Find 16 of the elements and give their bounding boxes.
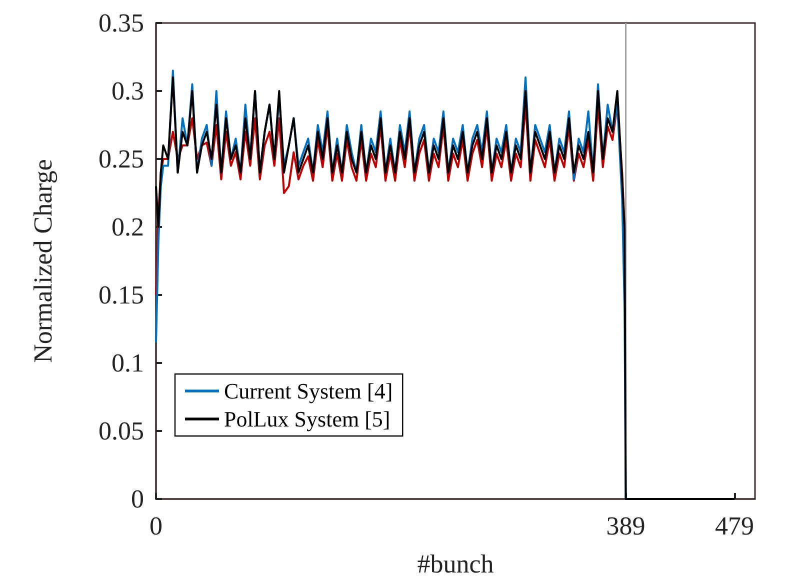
y-tick-label: 0.25 [98,144,144,174]
y-tick-label: 0.1 [112,348,144,378]
x-tick-label: 479 [714,512,754,540]
y-tick-label: 0.15 [98,280,144,310]
y-tick-label: 0 [131,484,144,514]
y-tick-label: 0.35 [98,8,144,38]
y-tick-label: 0.2 [112,212,144,242]
legend-label: Current System [4] [224,378,393,404]
x-tick-label: 0 [150,512,162,540]
line-series [155,76,736,500]
legend-label: PolLux System [5] [224,406,390,432]
y-tick-label: 0.3 [112,76,144,106]
y-tick-label: 0.05 [98,416,144,446]
x-tick-label: 389 [606,512,646,540]
y-axis-title: Normalized Charge [28,159,58,363]
x-axis-title: #bunch [417,550,494,578]
